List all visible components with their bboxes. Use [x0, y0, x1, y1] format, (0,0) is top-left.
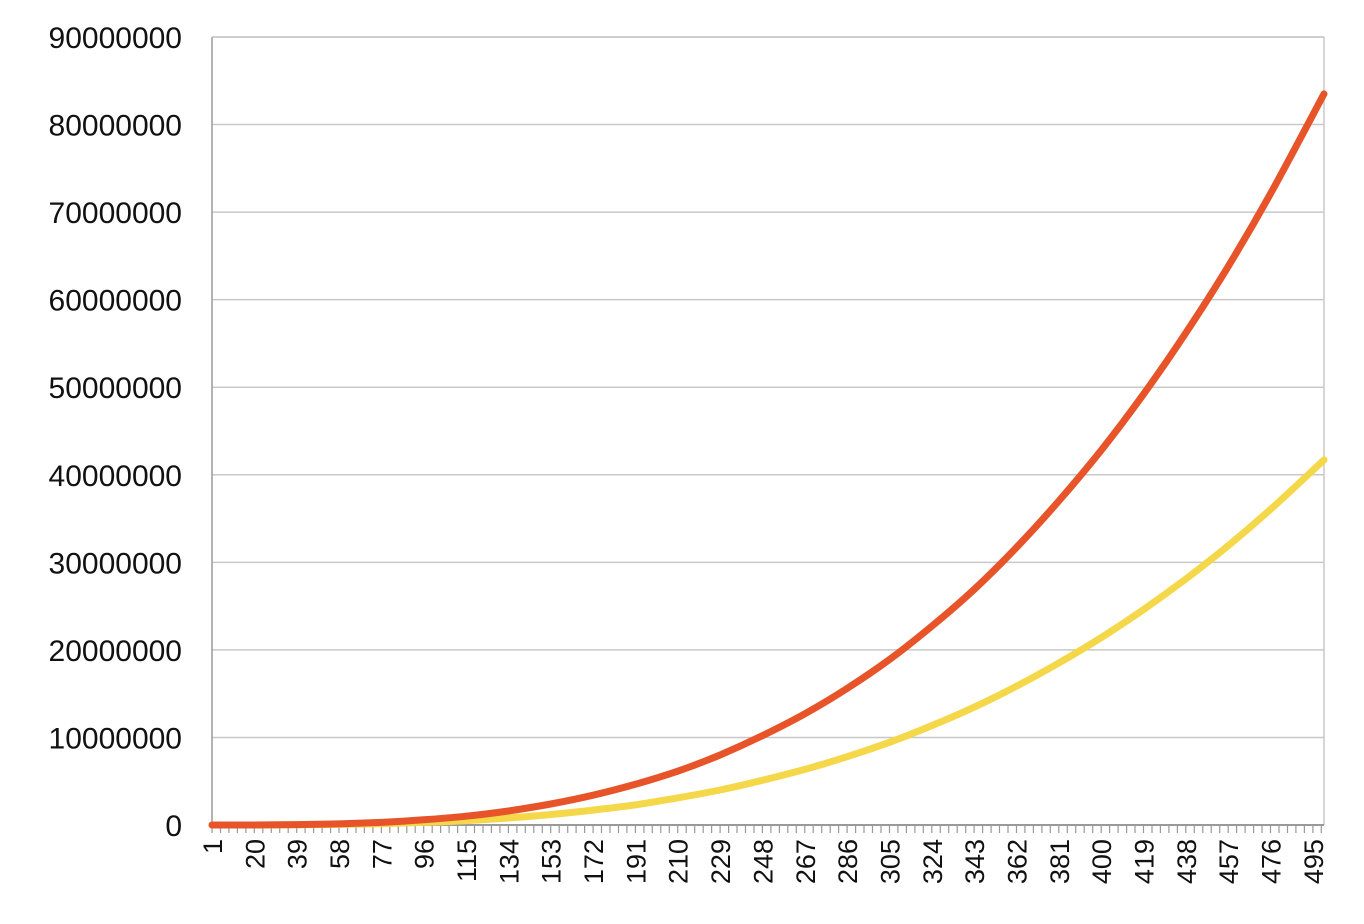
y-tick-label: 30000000	[49, 547, 182, 580]
series-line-1	[208, 90, 1328, 829]
series-line-2	[208, 456, 1328, 829]
x-tick-label: 400	[1087, 839, 1117, 884]
x-tick-label: 343	[960, 839, 990, 884]
x-tick-label: 1	[198, 839, 228, 854]
x-tick-label: 457	[1214, 839, 1244, 884]
x-tick-label: 305	[876, 839, 906, 884]
y-tick-label: 70000000	[49, 197, 182, 230]
y-tick-label: 0	[165, 810, 182, 843]
x-tick-label: 96	[410, 839, 440, 869]
x-tick-label: 58	[325, 839, 355, 869]
x-tick-label: 77	[367, 839, 397, 869]
x-tick-label: 39	[283, 839, 313, 869]
y-tick-label: 20000000	[49, 635, 182, 668]
x-tick-label: 210	[664, 839, 694, 884]
y-tick-label: 60000000	[49, 285, 182, 318]
y-tick-label: 80000000	[49, 110, 182, 143]
x-axis-tick-labels: 1 20 39 58 77 96 115 134 153 172 191 210 229 248 267 28…	[198, 839, 1329, 884]
x-tick-label: 495	[1299, 839, 1329, 884]
x-tick-label: 476	[1257, 839, 1287, 884]
x-tick-label: 172	[579, 839, 609, 884]
axes	[211, 36, 1325, 833]
x-tick-label: 134	[494, 839, 524, 884]
y-tick-label: 40000000	[49, 460, 182, 493]
x-tick-label: 381	[1045, 839, 1075, 884]
x-tick-label: 20	[240, 839, 270, 869]
x-tick-label: 115	[452, 839, 482, 882]
gridlines	[212, 36, 1324, 826]
y-axis-tick-labels: 0 10000000 20000000 30000000 40000000 5000000…	[49, 22, 182, 843]
x-tick-label: 419	[1130, 839, 1160, 884]
x-tick-label: 438	[1172, 839, 1202, 884]
x-tick-label: 362	[1003, 839, 1033, 884]
x-tick-label: 248	[748, 839, 778, 884]
x-tick-label: 267	[791, 839, 821, 884]
x-tick-label: 324	[918, 839, 948, 884]
y-tick-label: 90000000	[49, 22, 182, 55]
x-tick-label: 191	[621, 839, 651, 884]
y-tick-label: 10000000	[49, 722, 182, 755]
x-tick-label: 286	[833, 839, 863, 884]
x-tick-label: 153	[537, 839, 567, 884]
y-tick-label: 50000000	[49, 372, 182, 405]
series-lines	[208, 90, 1328, 829]
x-tick-label: 229	[706, 839, 736, 884]
x-axis-tick-marks	[211, 825, 1322, 833]
